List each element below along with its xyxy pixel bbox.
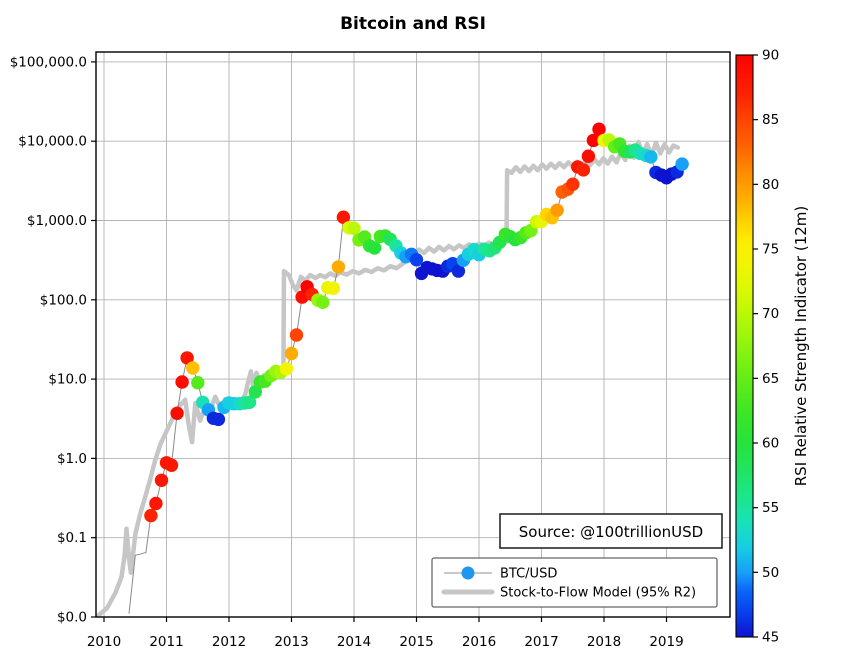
x-tick-label: 2013 (274, 634, 308, 650)
btc-scatter-point (326, 281, 341, 295)
x-tick-label: 2016 (462, 634, 496, 650)
btc-scatter-point (409, 253, 424, 267)
x-tick-label: 2018 (587, 634, 621, 650)
colorbar-gradient (735, 54, 754, 638)
btc-scatter-point (550, 203, 564, 217)
btc-scatter-point (566, 177, 580, 191)
x-tick-label: 2014 (337, 634, 371, 650)
btc-scatter-point (451, 264, 466, 278)
btc-scatter-point (211, 412, 226, 427)
x-tick-label: 2015 (399, 634, 433, 650)
btc-scatter-point (144, 508, 158, 523)
y-tick-label: $10.0 (48, 372, 87, 388)
btc-scatter-point (242, 395, 257, 409)
btc-scatter-point (149, 496, 163, 511)
legend-label-s2f: Stock-to-Flow Model (95% R2) (500, 586, 696, 601)
colorbar-tick-label: 50 (762, 565, 779, 581)
colorbar-tick-label: 90 (762, 48, 779, 64)
x-tick-label: 2010 (87, 634, 121, 650)
plot-border (95, 51, 731, 618)
colorbar-tick-label: 60 (762, 436, 779, 452)
colorbar-tick-label: 45 (762, 630, 779, 646)
y-tick-label: $1.0 (57, 451, 87, 467)
btc-scatter-point (581, 149, 596, 163)
y-axis: $0.0 $0.1 $1.0 $10.0 $100.0 $1,000.0 $10,000.0… (10, 54, 96, 626)
btc-scatter-point (576, 163, 591, 177)
x-tick-label: 2019 (649, 634, 683, 650)
btc-scatter-point (336, 210, 351, 224)
colorbar-tick-label: 65 (762, 371, 779, 387)
source-label: Source: @100trillionUSD (519, 523, 703, 541)
colorbar-title: RSI Relative Strength Indicator (12m) (792, 206, 810, 487)
x-tick-label: 2011 (149, 634, 183, 650)
btc-scatter-point (186, 361, 200, 375)
colorbar-tick-label: 55 (762, 500, 779, 516)
x-axis: 2010 2011 2012 2013 2014 2015 2016 2017 2018 2019 (87, 617, 684, 650)
btc-scatter-point (279, 362, 294, 376)
btc-scatter-point (675, 157, 689, 171)
colorbar-tick-label: 70 (762, 306, 779, 322)
y-tick-label: $100.0 (40, 292, 87, 308)
btc-scatter-point (316, 295, 330, 309)
y-tick-label: $1,000.0 (27, 213, 87, 229)
btc-scatter-point (170, 406, 184, 420)
colorbar: 90 85 80 75 70 65 60 55 50 45 RSI Relative Streng… (735, 48, 810, 646)
colorbar-tick-label: 80 (762, 177, 779, 193)
y-tick-label: $100,000.0 (10, 54, 87, 70)
btc-scatter-point (191, 376, 205, 390)
btc-scatter-point (586, 133, 601, 148)
x-tick-label: 2017 (524, 634, 558, 650)
source-box: Source: @100trillionUSD (499, 513, 723, 549)
plot-area (96, 122, 689, 617)
x-tick-label: 2012 (212, 634, 246, 650)
btc-scatter-point (347, 221, 361, 235)
legend: BTC/USD Stock-to-Flow Model (95% R2) (431, 557, 718, 608)
btc-scatter-point (331, 260, 346, 274)
legend-btc-marker-icon (461, 566, 475, 580)
colorbar-tick-label: 75 (762, 242, 779, 258)
colorbar-ticks: 90 85 80 75 70 65 60 55 50 45 (753, 48, 779, 646)
chart-title: Bitcoin and RSI (340, 14, 486, 34)
btc-scatter-point (154, 473, 169, 487)
y-tick-label: $0.0 (57, 610, 87, 626)
btc-scatter-point (367, 241, 382, 255)
btc-scatter-point (180, 351, 194, 365)
source-box-frame (499, 513, 723, 549)
legend-frame (431, 557, 718, 608)
btc-scatter-point (592, 122, 606, 136)
y-tick-label: $0.1 (57, 530, 87, 546)
colorbar-tick-label: 85 (762, 112, 779, 128)
btc-scatter-point (175, 375, 189, 389)
y-tick-label: $10,000.0 (18, 134, 87, 150)
btc-scatter-point (284, 346, 299, 361)
btc-scatter-point (289, 328, 304, 342)
btc-scatter-point (644, 150, 658, 164)
btc-scatter-point (248, 385, 262, 399)
legend-label-btc: BTC/USD (500, 567, 557, 582)
btc-scatter-point (164, 458, 179, 472)
